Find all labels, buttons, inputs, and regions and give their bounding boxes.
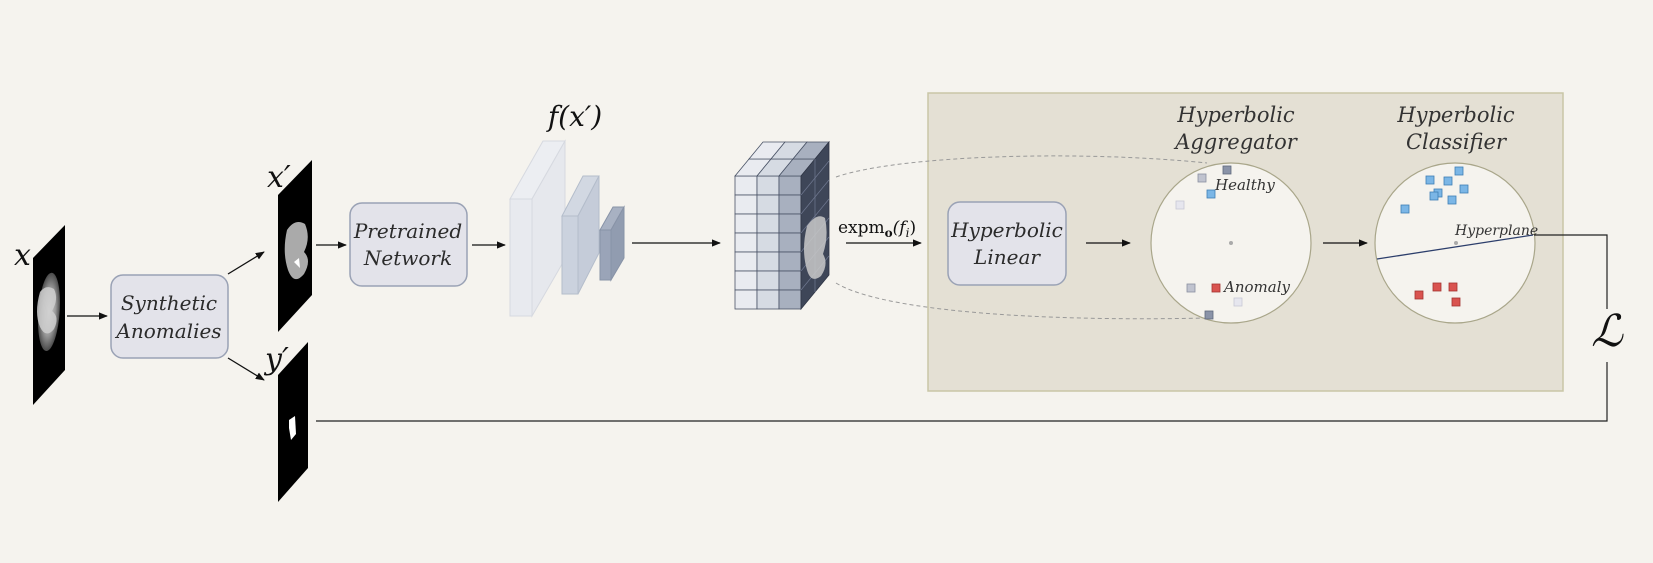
cube-front-cell xyxy=(734,232,758,253)
pretrained-network-label-1: Pretrained xyxy=(353,219,462,243)
cube-front-cell xyxy=(756,270,780,291)
cube-front-cell xyxy=(756,194,780,215)
classifier-point-anomaly xyxy=(1451,297,1461,307)
arrow-synthetic-to-xprime xyxy=(227,251,265,275)
aggregator-point-gray xyxy=(1186,283,1196,293)
cube-front-cell xyxy=(734,270,758,291)
synthetic-anomalies-label-1: Synthetic xyxy=(121,291,217,315)
classifier-point-healthy xyxy=(1429,191,1439,201)
x-label: x xyxy=(14,238,31,273)
aggregator-point-anomaly xyxy=(1211,283,1221,293)
synthetic-anomalies-box xyxy=(110,274,229,359)
cube-front-cell xyxy=(756,289,780,310)
cube-front-cell xyxy=(778,232,802,253)
classifier-title-1: Hyperbolic xyxy=(1396,103,1515,127)
classifier-point-healthy xyxy=(1443,176,1453,186)
cube-front-cell xyxy=(734,194,758,215)
cube-front-cell xyxy=(734,175,758,196)
aggregator-point-gray xyxy=(1197,173,1207,183)
classifier-point-healthy xyxy=(1447,195,1457,205)
synthetic-anomalies-label-2: Anomalies xyxy=(114,319,221,343)
pretrained-network-label-2: Network xyxy=(363,246,452,270)
cube-front-cell xyxy=(756,175,780,196)
projection-line-top xyxy=(835,155,1208,178)
layer-block-1 xyxy=(509,139,566,318)
augmented-image-xprime xyxy=(278,160,312,332)
cube-brain-icon xyxy=(804,216,827,279)
cube-front-cell xyxy=(734,251,758,272)
classifier-point-healthy xyxy=(1459,184,1469,194)
cube-front-cell xyxy=(778,213,802,234)
y-prime-label: y′ xyxy=(263,342,289,377)
pretrained-network-box xyxy=(349,202,468,287)
cube-front-cell xyxy=(778,175,802,196)
aggregator-point-light xyxy=(1233,297,1243,307)
classifier-origin xyxy=(1454,241,1458,245)
classifier-title-2: Classifier xyxy=(1406,130,1508,154)
aggregator-origin xyxy=(1229,241,1233,245)
classifier-point-anomaly xyxy=(1448,282,1458,292)
anomaly-mask-yprime xyxy=(278,342,308,502)
classifier-point-anomaly xyxy=(1432,282,1442,292)
aggregator-point-light xyxy=(1175,200,1185,210)
cube-front-cell xyxy=(778,289,802,310)
arrow-synthetic-to-yprime xyxy=(227,357,265,381)
classifier-point-anomaly xyxy=(1414,290,1424,300)
aggregator-title-1: Hyperbolic xyxy=(1176,103,1295,127)
feature-cube xyxy=(734,140,830,311)
cube-front-cell xyxy=(778,194,802,215)
hyperbolic-linear-label-2: Linear xyxy=(973,245,1041,269)
classifier-point-healthy xyxy=(1400,204,1410,214)
healthy-label: Healthy xyxy=(1214,176,1275,194)
anomaly-label: Anomaly xyxy=(1222,278,1290,296)
cube-front-cell xyxy=(756,213,780,234)
feature-layers xyxy=(509,139,625,318)
hyperbolic-linear-box xyxy=(947,201,1067,286)
feature-f-label: f(x′) xyxy=(546,100,602,133)
cube-front-cell xyxy=(734,289,758,310)
classifier-point-healthy xyxy=(1454,166,1464,176)
layer-block-2 xyxy=(561,175,600,295)
aggregator-point-healthy xyxy=(1206,189,1216,199)
cube-front-cell xyxy=(756,251,780,272)
aggregator-title-2: Aggregator xyxy=(1173,130,1299,154)
layer-block-3 xyxy=(599,205,625,282)
cube-front-cell xyxy=(734,213,758,234)
loss-symbol: ℒ xyxy=(1591,306,1624,357)
input-image-x xyxy=(33,225,65,405)
cube-front-cell xyxy=(778,251,802,272)
expmap-label: expmo(fi) xyxy=(838,218,916,240)
hyperplane-label: Hyperplane xyxy=(1454,223,1538,239)
aggregator-point-dark xyxy=(1222,165,1232,175)
cube-front-cell xyxy=(778,270,802,291)
loss-connector-top xyxy=(1534,234,1608,309)
hyperbolic-linear-label-1: Hyperbolic xyxy=(950,218,1063,242)
classifier-point-healthy xyxy=(1425,175,1435,185)
aggregator-point-dark xyxy=(1204,310,1214,320)
cube-front-cell xyxy=(756,232,780,253)
x-prime-label: x′ xyxy=(267,160,291,195)
hyperplane-line xyxy=(1376,234,1534,260)
loss-connector-bottom xyxy=(316,362,1608,422)
